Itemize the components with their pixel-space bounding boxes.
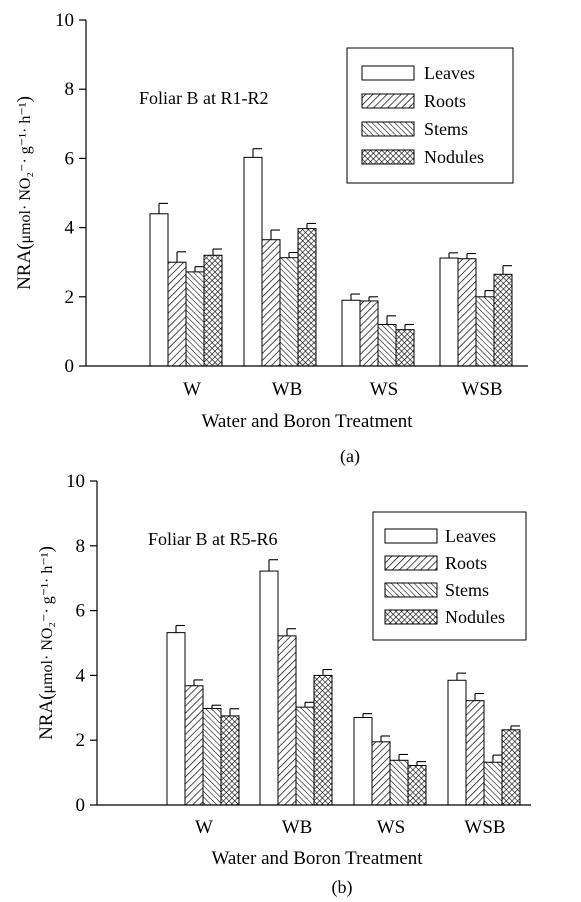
bar-roots (371, 741, 391, 806)
annotation: Foliar B at R5-R6 (148, 529, 278, 549)
y-tick-label: 10 (66, 471, 85, 492)
panel-label: (a) (340, 446, 360, 467)
legend-swatch-stems (384, 582, 438, 598)
bar-leaves (341, 299, 361, 367)
x-tick-label: WSB (464, 817, 505, 838)
legend-label-roots: Roots (424, 91, 466, 111)
bar-leaves (439, 257, 459, 367)
bar-leaves (243, 156, 263, 367)
legend-label-stems: Stems (445, 580, 489, 600)
bar-nodules (313, 674, 333, 806)
x-axis-label: Water and Boron Treatment (211, 848, 423, 869)
legend-swatch-nodules (361, 149, 415, 165)
bar-stems (389, 759, 409, 806)
x-tick-label: WB (272, 379, 303, 400)
y-axis-label-units: μmol· NO₂⁻· g⁻¹· h⁻¹ (17, 102, 34, 243)
legend-label-roots: Roots (445, 553, 487, 573)
bar-nodules (297, 228, 317, 367)
y-axis-label: NRA(μmol· NO₂⁻· g⁻¹· h⁻¹) (36, 546, 57, 740)
y-tick-label: 8 (65, 79, 75, 100)
y-axis-label-units: μmol· NO₂⁻· g⁻¹· h⁻¹ (39, 552, 56, 693)
bars-group (166, 559, 521, 806)
bar-stems (475, 296, 495, 367)
bar-nodules (220, 715, 240, 806)
y-axis-label-name: NRA (14, 250, 35, 290)
y-tick-label: 4 (65, 218, 75, 239)
bar-stems (295, 706, 315, 806)
x-tick-label: W (183, 379, 201, 400)
y-tick-label: 10 (55, 10, 74, 31)
y-axis-label-name: NRA (36, 700, 57, 740)
bar-roots (261, 239, 281, 367)
bar-roots (457, 258, 477, 367)
y-tick-label: 6 (76, 601, 86, 622)
bar-stems (185, 271, 205, 367)
y-axis-label-paren-close: ) (36, 546, 57, 552)
y-tick-label: 0 (76, 795, 86, 816)
bar-roots (167, 261, 187, 367)
bar-stems (377, 323, 397, 367)
y-axis-label-paren-open: ( (36, 693, 57, 699)
y-tick-label: 8 (76, 536, 86, 557)
bar-nodules (501, 729, 521, 806)
legend-label-stems: Stems (424, 119, 468, 139)
bar-nodules (395, 329, 415, 367)
x-tick-label: W (195, 817, 213, 838)
y-axis-label-paren-close: ) (14, 96, 35, 102)
bar-roots (359, 300, 379, 367)
x-tick-label: WSB (461, 379, 502, 400)
y-axis-label-paren-open: ( (14, 243, 35, 249)
x-tick-label: WB (282, 817, 313, 838)
bar-stems (279, 257, 299, 367)
y-tick-label: 0 (65, 356, 75, 377)
legend-swatch-leaves (361, 65, 415, 81)
legend-label-nodules: Nodules (424, 147, 484, 167)
legend-label-nodules: Nodules (445, 607, 505, 627)
y-axis-label: NRA(μmol· NO₂⁻· g⁻¹· h⁻¹) (14, 96, 35, 290)
bar-stems (483, 761, 503, 806)
y-ticks: 0 2 4 6 8 10 (66, 471, 97, 816)
y-tick-label: 4 (76, 665, 86, 686)
legend: Leaves Roots Stems Nodules (372, 511, 527, 641)
x-tick-label: WS (370, 379, 399, 400)
y-tick-label: 2 (76, 730, 86, 751)
y-axis-label-text: NRA(μmol· NO₂⁻· g⁻¹· h⁻¹) (14, 96, 35, 290)
legend-swatch-leaves (384, 528, 438, 544)
bar-nodules (493, 273, 513, 367)
y-ticks: 0 2 4 6 8 10 (55, 10, 86, 377)
bar-roots (277, 635, 297, 806)
bar-roots (184, 685, 204, 806)
y-tick-label: 2 (65, 287, 75, 308)
legend-swatch-roots (361, 93, 415, 109)
bar-leaves (259, 570, 279, 806)
chart-panel-a: 0 2 4 6 8 10 W WB WS WSB Water and Boron Trea… (14, 10, 528, 467)
legend-swatch-roots (384, 555, 438, 571)
bar-nodules (407, 764, 427, 806)
y-axis-label-text: NRA(μmol· NO₂⁻· g⁻¹· h⁻¹) (36, 546, 57, 740)
bar-stems (202, 707, 222, 806)
chart-panel-b: 0 2 4 6 8 10 W WB WS WSB Water and Boron Trea… (36, 471, 531, 898)
legend-swatch-stems (361, 121, 415, 137)
legend-swatch-nodules (384, 609, 438, 625)
x-tick-label: WS (377, 817, 406, 838)
bar-leaves (149, 213, 169, 367)
y-tick-label: 6 (65, 148, 75, 169)
bars-group (149, 148, 513, 367)
legend: Leaves Roots Stems Nodules (346, 47, 514, 184)
bar-roots (465, 700, 485, 806)
bar-leaves (447, 679, 467, 806)
bar-leaves (353, 717, 373, 806)
bar-nodules (203, 254, 223, 367)
panel-label: (b) (332, 877, 353, 898)
bar-leaves (166, 632, 186, 806)
legend-label-leaves: Leaves (424, 63, 475, 83)
x-axis-label: Water and Boron Treatment (201, 411, 413, 432)
legend-label-leaves: Leaves (445, 526, 496, 546)
annotation: Foliar B at R1-R2 (139, 88, 269, 108)
